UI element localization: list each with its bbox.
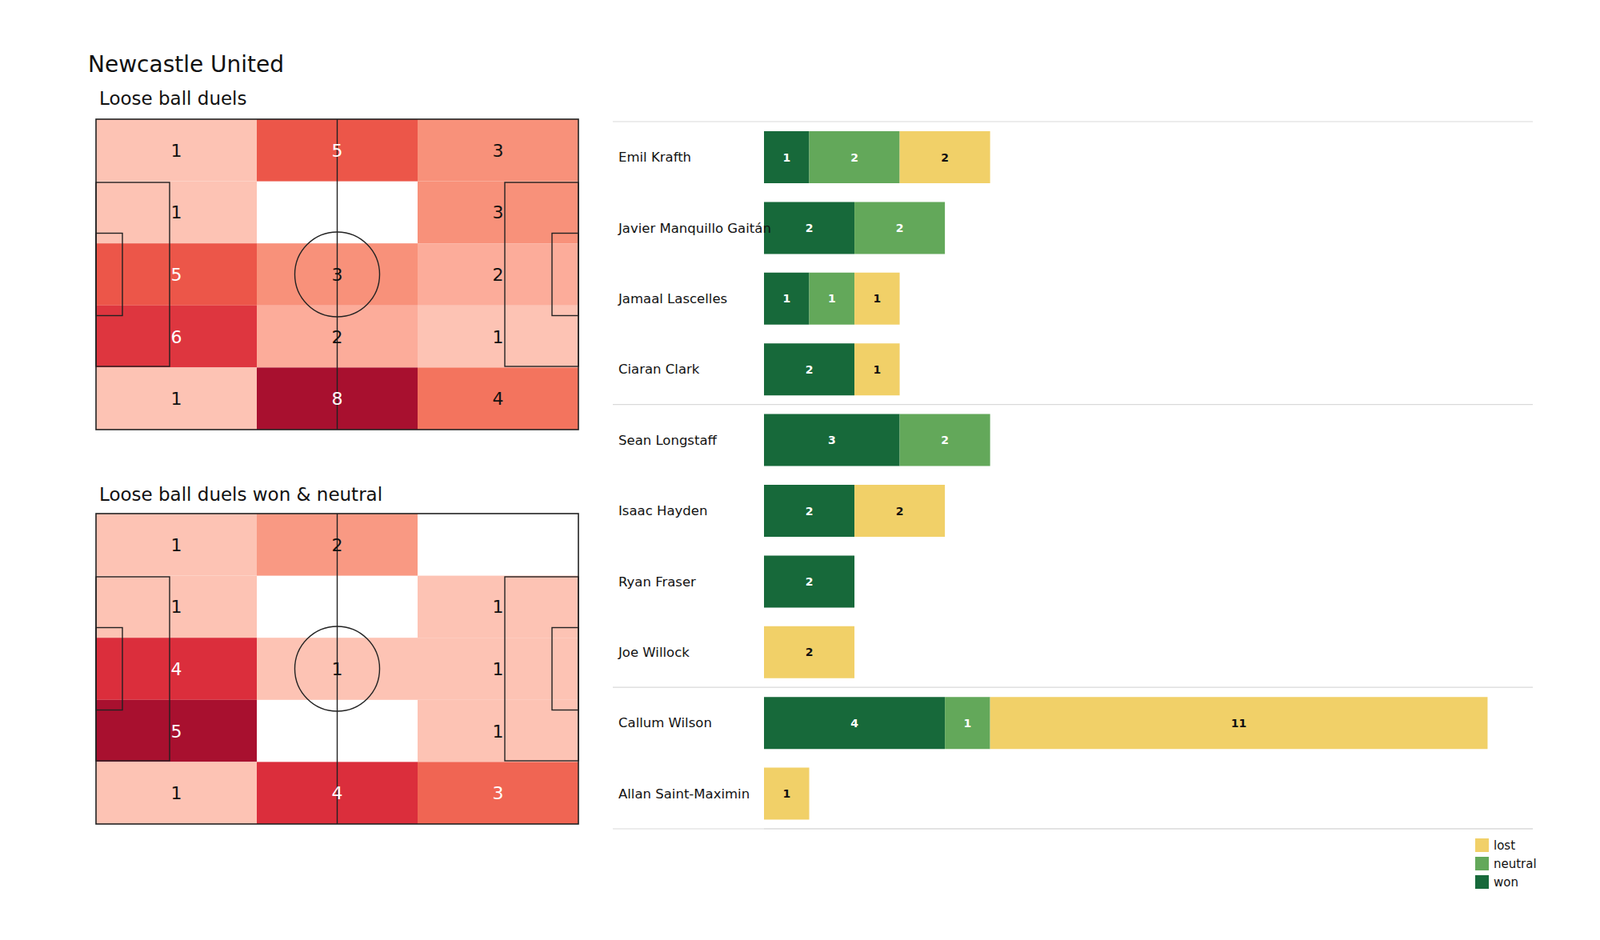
svg-text:1: 1 — [171, 388, 183, 409]
svg-text:2: 2 — [896, 504, 904, 518]
html-text:Newcastle United: Newcastle United — [88, 51, 285, 78]
svg-text:1: 1 — [492, 721, 504, 742]
html-text:neutral: neutral — [1493, 856, 1537, 871]
svg-text:2: 2 — [805, 363, 814, 376]
svg-text:4: 4 — [171, 659, 183, 680]
svg-text:Ryan Fraser: Ryan Fraser — [618, 574, 696, 590]
svg-text:Allan Saint-Maximin: Allan Saint-Maximin — [618, 786, 750, 802]
svg-text:4: 4 — [850, 716, 859, 730]
svg-text:1: 1 — [492, 596, 504, 617]
svg-text:2: 2 — [940, 433, 949, 447]
svg-text:8: 8 — [332, 388, 344, 409]
html-text:Loose ball duels won & neutral: Loose ball duels won & neutral — [99, 484, 383, 505]
svg-text:4: 4 — [492, 388, 504, 409]
svg-text:3: 3 — [492, 140, 504, 161]
svg-text:1: 1 — [492, 327, 504, 348]
svg-text:3: 3 — [332, 264, 344, 285]
svg-text:Ciaran Clark: Ciaran Clark — [618, 361, 700, 377]
svg-text:Jamaal Lascelles: Jamaal Lascelles — [617, 291, 728, 307]
svg-text:1: 1 — [171, 202, 183, 223]
svg-text:1: 1 — [782, 292, 791, 305]
svg-text:2: 2 — [805, 645, 814, 659]
svg-text:1: 1 — [828, 292, 836, 305]
html-text:Loose ball duels: Loose ball duels — [99, 88, 247, 109]
svg-text:1: 1 — [171, 535, 183, 556]
svg-text:2: 2 — [492, 264, 504, 285]
svg-text:2: 2 — [940, 151, 949, 164]
svg-text:1: 1 — [964, 716, 972, 730]
svg-text:2: 2 — [805, 575, 814, 588]
svg-text:5: 5 — [332, 140, 344, 161]
svg-text:Sean Longstaff: Sean Longstaff — [618, 432, 718, 448]
svg-text:2: 2 — [805, 221, 814, 235]
svg-text:4: 4 — [332, 783, 344, 804]
svg-text:5: 5 — [171, 264, 183, 285]
html-text:lost: lost — [1493, 838, 1516, 853]
svg-text:2: 2 — [850, 151, 859, 164]
svg-text:2: 2 — [805, 504, 814, 518]
svg-text:3: 3 — [492, 783, 504, 804]
svg-text:2: 2 — [896, 221, 904, 235]
svg-text:5: 5 — [171, 721, 183, 742]
svg-text:6: 6 — [171, 327, 183, 348]
svg-text:1: 1 — [332, 659, 344, 680]
svg-text:3: 3 — [828, 433, 836, 447]
svg-text:1: 1 — [171, 140, 183, 161]
svg-text:1: 1 — [782, 787, 791, 800]
svg-text:Joe Willock: Joe Willock — [617, 644, 690, 660]
svg-text:Javier Manquillo Gaitán: Javier Manquillo Gaitán — [617, 220, 772, 236]
svg-text:3: 3 — [492, 202, 504, 223]
svg-text:2: 2 — [332, 327, 344, 348]
html-text:won: won — [1493, 874, 1519, 890]
svg-text:1: 1 — [782, 151, 791, 164]
svg-text:Callum Wilson: Callum Wilson — [618, 715, 712, 731]
svg-text:1: 1 — [872, 292, 881, 305]
svg-text:1: 1 — [872, 363, 881, 376]
svg-text:11: 11 — [1231, 716, 1247, 730]
svg-text:Emil Krafth: Emil Krafth — [618, 149, 692, 165]
svg-text:2: 2 — [332, 535, 344, 556]
svg-text:1: 1 — [171, 783, 183, 804]
svg-text:Isaac Hayden: Isaac Hayden — [618, 503, 708, 519]
svg-text:1: 1 — [492, 659, 504, 680]
svg-text:1: 1 — [171, 596, 183, 617]
